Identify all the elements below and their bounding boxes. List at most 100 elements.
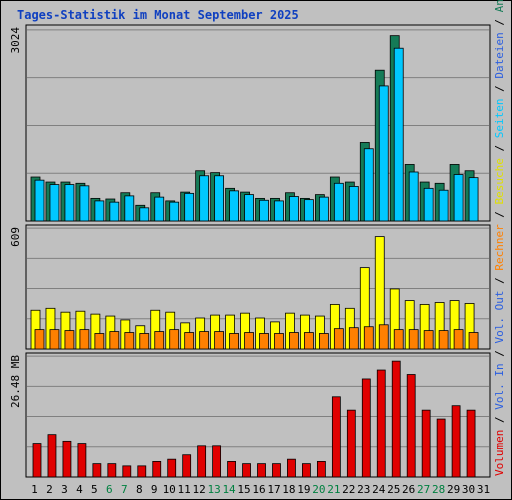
bar-volumen-day-29 [451, 405, 461, 478]
bar-rechner-day-7 [124, 332, 135, 350]
x-tick-label-5: 5 [91, 483, 98, 496]
x-tick-label-30: 30 [462, 483, 475, 496]
bar-dateien-day-13 [214, 175, 225, 222]
panel-2-box [25, 352, 491, 478]
bar-dateien-day-17 [274, 200, 284, 222]
side-legend-item: / [493, 138, 506, 158]
side-legend-item: / [493, 344, 506, 364]
bar-volumen-day-10 [167, 458, 177, 478]
bar-rechner-day-3 [64, 330, 75, 350]
x-tick-label-21: 21 [327, 483, 340, 496]
x-tick-label-26: 26 [402, 483, 415, 496]
bar-dateien-day-25 [393, 47, 404, 222]
bar-volumen-day-7 [122, 465, 132, 478]
bar-volumen-day-20 [316, 461, 326, 478]
bar-rechner-day-1 [34, 329, 45, 350]
x-tick-label-27: 27 [417, 483, 430, 496]
x-tick-label-25: 25 [387, 483, 400, 496]
bar-rechner-day-22 [348, 327, 359, 350]
bar-dateien-day-27 [423, 187, 434, 222]
bar-rechner-day-21 [333, 328, 344, 350]
bar-dateien-day-22 [348, 186, 359, 222]
bar-volumen-day-14 [227, 461, 236, 478]
bar-rechner-day-26 [408, 329, 419, 350]
bar-volumen-day-19 [302, 463, 311, 478]
side-legend-item: / [493, 204, 506, 224]
bar-volumen-day-2 [47, 434, 57, 478]
bar-rechner-day-28 [438, 330, 449, 350]
bar-volumen-day-30 [466, 409, 476, 478]
x-tick-label-13: 13 [207, 483, 220, 496]
bar-dateien-day-7 [124, 195, 135, 222]
bar-volumen-day-24 [376, 369, 386, 478]
bar-rechner-day-2 [49, 329, 60, 350]
bar-dateien-day-14 [229, 190, 239, 222]
bar-volumen-day-1 [32, 443, 42, 478]
panel-1-scale-label: 609 [9, 227, 22, 247]
side-legend-item: Dateien [493, 32, 506, 78]
x-tick-label-3: 3 [61, 483, 68, 496]
bar-volumen-day-16 [257, 463, 266, 478]
bar-dateien-day-11 [184, 192, 195, 222]
bar-volumen-day-23 [361, 378, 371, 478]
bar-volumen-day-11 [182, 454, 192, 478]
bar-dateien-day-16 [259, 199, 269, 222]
side-legend-item: Rechner [493, 224, 506, 271]
bar-volumen-day-18 [287, 458, 296, 478]
bar-volumen-day-9 [152, 461, 162, 478]
x-tick-label-16: 16 [252, 483, 265, 496]
bar-rechner-day-4 [79, 329, 90, 350]
side-legend: Volumen / Vol. In / Vol. Out / Rechner /… [493, 0, 506, 476]
bar-dateien-day-19 [304, 199, 314, 222]
bar-volumen-day-22 [346, 409, 356, 478]
x-tick-label-22: 22 [342, 483, 355, 496]
bar-rechner-day-11 [184, 332, 195, 350]
bar-volumen-day-12 [197, 445, 207, 478]
bar-rechner-day-25 [393, 329, 404, 350]
bar-rechner-day-30 [468, 332, 479, 350]
bar-volumen-day-8 [137, 465, 147, 478]
x-tick-label-31: 31 [477, 483, 490, 496]
side-legend-item: Vol. In [493, 363, 506, 409]
bar-dateien-day-4 [79, 185, 90, 222]
bar-dateien-day-12 [199, 175, 210, 222]
bar-dateien-day-21 [333, 182, 344, 222]
bar-dateien-day-1 [34, 179, 45, 222]
bar-rechner-day-8 [139, 333, 150, 350]
x-tick-label-29: 29 [447, 483, 460, 496]
bar-dateien-day-28 [438, 189, 449, 222]
bar-rechner-day-20 [318, 333, 329, 350]
side-legend-item: / [493, 271, 506, 291]
bar-rechner-day-13 [214, 331, 225, 350]
side-legend-item: Besuche [493, 158, 506, 204]
side-legend-item: / [493, 79, 506, 99]
side-legend-item: Vol. Out [493, 291, 506, 344]
bar-rechner-day-27 [423, 330, 434, 350]
x-tick-label-19: 19 [297, 483, 310, 496]
bar-dateien-day-29 [453, 174, 464, 222]
bar-dateien-day-2 [49, 184, 60, 222]
x-tick-label-8: 8 [136, 483, 143, 496]
side-legend-item: Volumen [493, 430, 506, 476]
bar-dateien-day-24 [378, 85, 389, 222]
x-tick-label-11: 11 [178, 483, 191, 496]
bar-volumen-day-3 [62, 440, 72, 478]
bar-rechner-day-23 [363, 326, 374, 350]
bar-rechner-day-18 [289, 332, 299, 350]
bar-rechner-day-6 [109, 331, 120, 350]
x-tick-label-15: 15 [237, 483, 250, 496]
side-legend-item: Seiten [493, 98, 506, 138]
bar-dateien-day-5 [94, 200, 105, 222]
bar-dateien-day-18 [289, 196, 299, 222]
side-legend-item: Anfragen [493, 0, 506, 12]
x-tick-label-7: 7 [121, 483, 128, 496]
panel-2-scale-label: 26.48 MB [9, 355, 22, 408]
x-tick-label-17: 17 [267, 483, 280, 496]
bar-dateien-day-8 [139, 207, 150, 222]
bar-dateien-day-9 [154, 196, 165, 222]
bar-volumen-day-4 [77, 443, 87, 478]
bar-dateien-day-30 [468, 177, 479, 222]
side-legend-item: / [493, 410, 506, 430]
x-tick-label-4: 4 [76, 483, 83, 496]
panel-0-scale-label: 3024 [9, 27, 22, 54]
